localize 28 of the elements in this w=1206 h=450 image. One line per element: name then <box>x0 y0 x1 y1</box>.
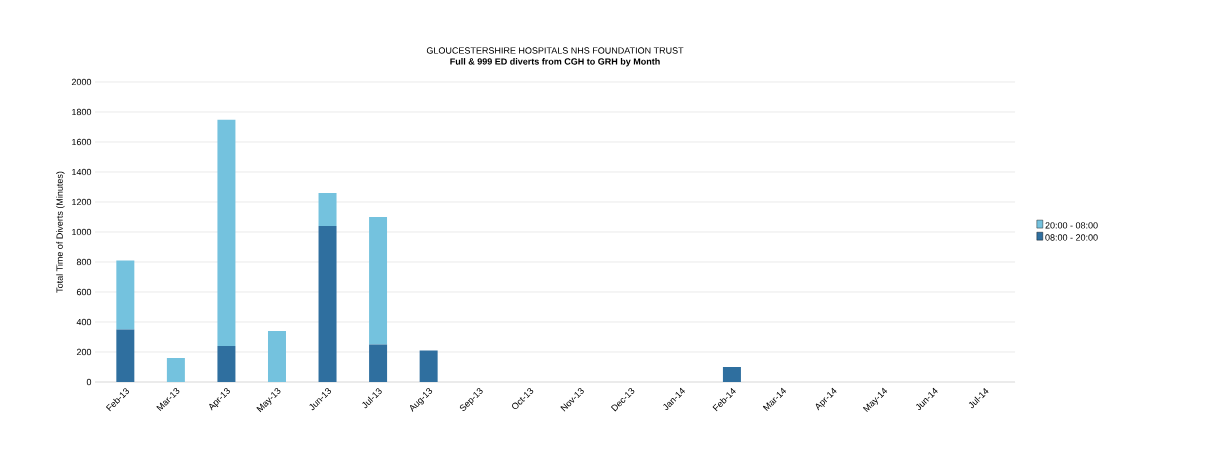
y-tick-label: 600 <box>76 288 92 296</box>
legend-label: 20:00 - 08:00 <box>1045 222 1098 229</box>
bar <box>217 346 236 382</box>
bar <box>369 217 388 345</box>
bar <box>722 367 741 382</box>
y-tick-label: 400 <box>76 318 92 326</box>
legend-label: 08:00 - 20:00 <box>1045 234 1098 241</box>
y-tick-label: 1800 <box>72 108 92 116</box>
y-tick-label: 1400 <box>72 168 92 176</box>
y-tick-label: 800 <box>76 258 92 266</box>
y-axis-title: Total Time of Diverts (Minutes) <box>56 171 65 293</box>
bar <box>318 226 337 382</box>
y-tick-label: 1000 <box>72 228 92 236</box>
bar <box>267 331 286 382</box>
y-tick-label: 1200 <box>72 198 92 206</box>
chart-subtitle: Full & 999 ED diverts from CGH to GRH by Month <box>450 58 660 67</box>
bar <box>318 193 337 226</box>
y-tick-label: 200 <box>76 348 92 356</box>
bar <box>419 350 438 382</box>
y-tick-label: 0 <box>86 378 92 386</box>
chart-title: GLOUCESTERSHIRE HOSPITALS NHS FOUNDATION TRUST <box>426 47 684 54</box>
bar <box>116 260 135 330</box>
bar <box>116 329 135 382</box>
y-tick-label: 2000 <box>71 78 92 86</box>
bar <box>369 344 388 382</box>
bar <box>166 358 185 382</box>
bar <box>217 119 236 346</box>
y-tick-label: 1600 <box>72 138 92 146</box>
